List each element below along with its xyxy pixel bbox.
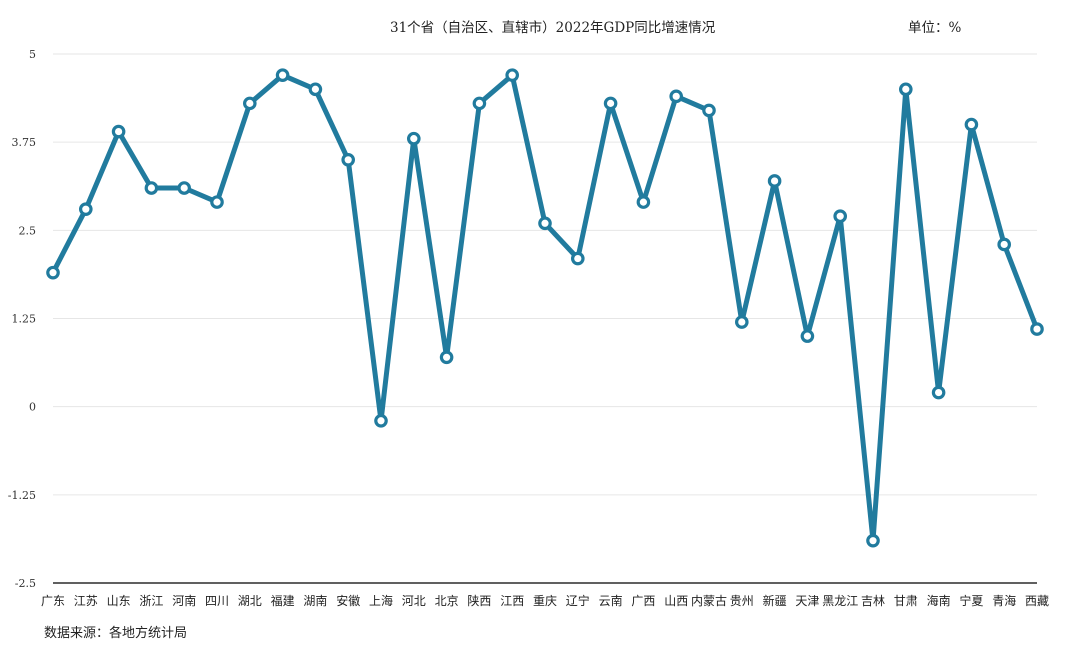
data-point	[866, 533, 880, 548]
x-tick-label: 天津	[795, 594, 819, 608]
data-point	[538, 216, 552, 231]
data-point	[570, 251, 585, 266]
data-point	[144, 181, 159, 195]
data-point	[603, 96, 618, 111]
data-point	[79, 202, 93, 216]
data-point	[111, 124, 126, 139]
chart-title: 31个省（自治区、直辖市）2022年GDP同比增速情况	[390, 19, 716, 36]
data-point	[374, 413, 388, 428]
data-point	[472, 96, 487, 111]
x-tick-label: 黑龙江	[822, 594, 858, 608]
x-tick-label: 陕西	[467, 593, 491, 608]
x-tick-label: 山西	[664, 594, 688, 608]
growth-series-line	[50, 72, 1040, 544]
data-points	[46, 68, 1044, 548]
gridlines	[53, 53, 1037, 496]
x-tick-label: 甘肃	[894, 594, 918, 608]
x-tick-label: 湖南	[303, 593, 327, 608]
x-tick-label: 湖北	[238, 593, 262, 608]
data-point	[997, 237, 1011, 252]
x-tick-label: 宁夏	[959, 593, 983, 608]
y-tick-label: 1.25	[12, 313, 37, 326]
x-tick-label: 新疆	[763, 593, 787, 608]
data-point	[964, 117, 979, 132]
data-point	[341, 153, 355, 167]
data-point	[931, 385, 946, 400]
data-point	[1030, 322, 1044, 336]
x-tick-label: 福建	[271, 593, 295, 608]
data-point	[243, 96, 257, 111]
x-tick-label: 吉林	[861, 594, 885, 608]
data-point	[636, 195, 651, 209]
x-tick-label: 上海	[369, 593, 393, 608]
x-tick-label: 河北	[402, 594, 426, 608]
y-tick-label: 2.5	[19, 224, 37, 237]
x-tick-label: 贵州	[730, 594, 754, 608]
data-point	[439, 350, 454, 365]
x-tick-label: 山东	[107, 594, 131, 608]
y-tick-label: 5	[29, 48, 36, 61]
y-tick-label: 3.75	[12, 136, 37, 149]
data-point	[800, 329, 815, 343]
x-tick-label: 青海	[992, 593, 1016, 608]
x-tick-label: 内蒙古	[691, 593, 727, 608]
x-tick-label: 广东	[41, 594, 65, 608]
x-tick-label: 江西	[500, 594, 524, 608]
data-point	[833, 209, 847, 224]
y-axis-ticks: 5 3.75 2.5 1.25 0 -1.25 -2.5	[8, 48, 36, 590]
data-point	[702, 103, 716, 118]
data-source: 数据来源：各地方统计局	[44, 625, 187, 641]
data-point	[308, 82, 323, 97]
x-tick-label: 海南	[927, 593, 951, 608]
x-tick-label: 浙江	[139, 594, 163, 608]
data-point	[275, 68, 290, 82]
unit-label: 单位：%	[908, 20, 961, 36]
x-axis-ticks: 广东 江苏 山东 浙江 河南 四川 湖北 福建 湖南 安徽 上海 河北 北京 陕西 江西 重庆 辽宁 云南 广西 山西…	[41, 593, 1049, 608]
x-tick-label: 西藏	[1025, 594, 1049, 608]
x-tick-label: 北京	[435, 594, 459, 608]
data-point	[898, 82, 913, 97]
data-point	[46, 265, 60, 280]
x-tick-label: 江苏	[74, 594, 98, 608]
x-tick-label: 重庆	[533, 594, 557, 608]
data-point	[210, 195, 224, 209]
y-tick-label: -1.25	[8, 489, 36, 502]
x-tick-label: 安徽	[336, 593, 360, 608]
data-point	[734, 315, 749, 329]
data-point	[767, 174, 782, 188]
data-point	[406, 131, 421, 146]
x-tick-label: 广西	[631, 594, 655, 608]
x-tick-label: 云南	[599, 593, 623, 608]
data-point	[177, 181, 191, 195]
x-tick-label: 河南	[172, 593, 196, 608]
y-tick-label: 0	[29, 401, 36, 414]
x-tick-label: 辽宁	[566, 593, 590, 608]
y-tick-label: -2.5	[15, 577, 36, 590]
data-point	[669, 89, 683, 104]
x-tick-label: 四川	[205, 594, 229, 608]
data-point	[505, 68, 519, 82]
